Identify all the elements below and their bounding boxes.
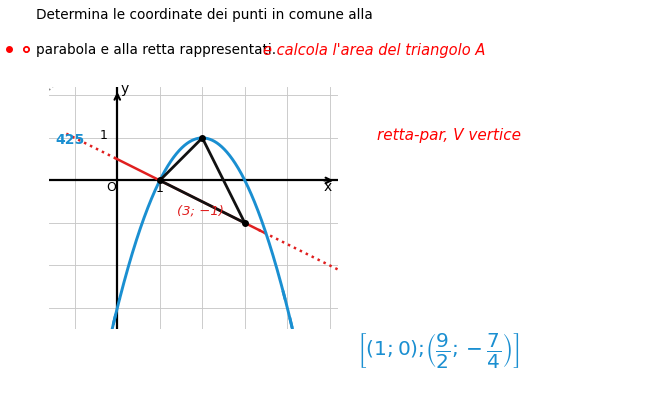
Text: e calcola l'area del triangolo A: e calcola l'area del triangolo A xyxy=(263,43,485,58)
Text: 425: 425 xyxy=(56,133,85,147)
Text: $\left[(1;0);\!\left(\dfrac{9}{2};-\dfrac{7}{4}\right)\right]$: $\left[(1;0);\!\left(\dfrac{9}{2};-\dfra… xyxy=(357,330,520,369)
Text: y: y xyxy=(121,82,129,96)
Text: 231: 231 xyxy=(5,19,31,31)
Text: 1: 1 xyxy=(100,128,108,142)
Text: 1: 1 xyxy=(156,182,164,195)
Text: O: O xyxy=(106,180,116,193)
Text: x: x xyxy=(324,179,332,193)
Text: retta-par, V vertice: retta-par, V vertice xyxy=(376,128,520,143)
Text: Determina le coordinate dei punti in comune alla: Determina le coordinate dei punti in com… xyxy=(36,7,373,21)
Text: parabola e alla retta rappresentati.: parabola e alla retta rappresentati. xyxy=(36,43,276,57)
Text: (3; −1): (3; −1) xyxy=(177,204,223,217)
